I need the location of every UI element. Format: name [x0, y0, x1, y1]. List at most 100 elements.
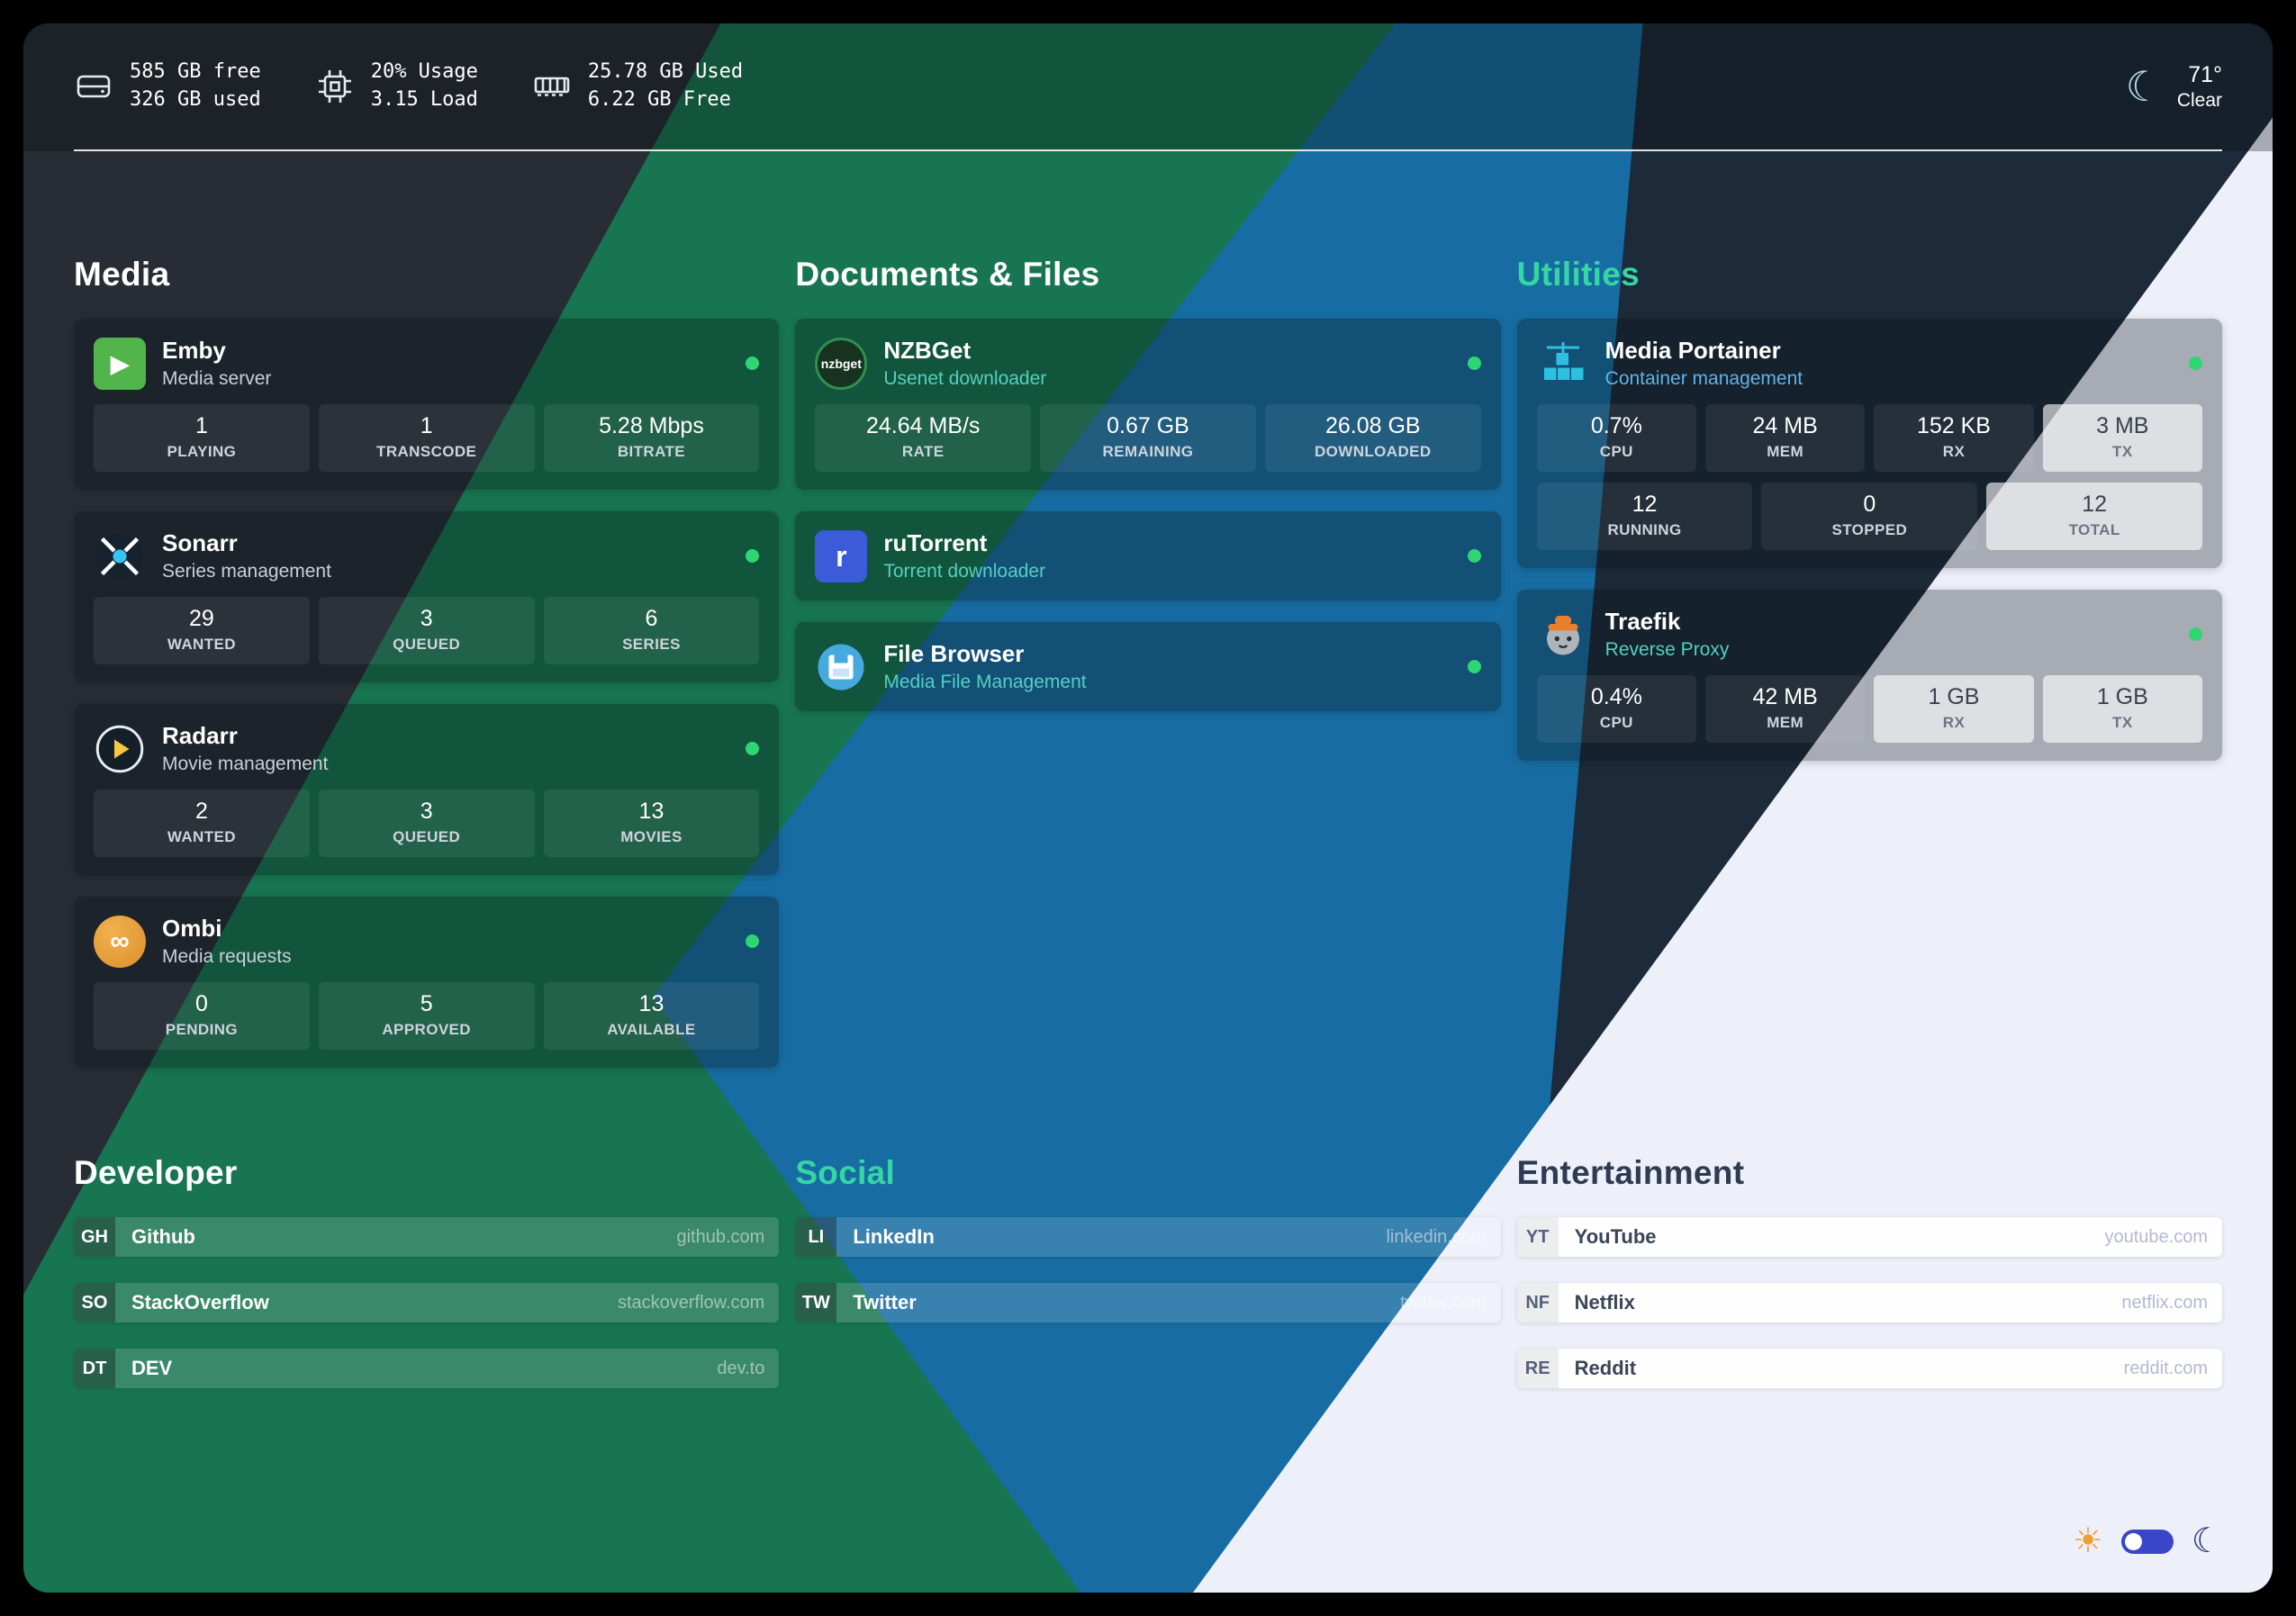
stat-label: TRANSCODE — [376, 443, 477, 460]
service-card-sonarr[interactable]: Sonarr Series management 29 WANTED — [74, 511, 780, 682]
link-name: StackOverflow — [131, 1291, 269, 1314]
link-domain: dev.to — [717, 1358, 765, 1378]
stat-value: 6 — [645, 606, 658, 631]
link-name: DEV — [131, 1357, 173, 1379]
stat-label: PENDING — [165, 1021, 239, 1038]
stat-downloaded: 26.08 GB DOWNLOADED — [1264, 404, 1481, 472]
stat-cpu: 0.7% CPU — [1536, 404, 1696, 472]
nzbget-icon: nzbget — [815, 337, 868, 390]
link-domain: netflix.com — [2121, 1292, 2208, 1313]
service-card-radarr[interactable]: Radarr Movie management 2 WANTED 3 — [74, 704, 780, 875]
disk-icon — [74, 67, 113, 106]
link-domain: youtube.com — [2104, 1226, 2208, 1247]
stat-label: STOPPED — [1831, 521, 1908, 538]
link-linkedin[interactable]: LI LinkedIn linkedin.com — [795, 1217, 1501, 1257]
service-title: ruTorrent — [883, 529, 988, 556]
link-domain: github.com — [676, 1226, 765, 1247]
sun-icon[interactable]: ☀ — [2072, 1522, 2103, 1560]
rutorrent-icon: r — [815, 529, 868, 582]
section-title-media: Media — [74, 256, 170, 293]
stat-value: 13 — [638, 991, 664, 1016]
link-netflix[interactable]: NF Netflix netflix.com — [1516, 1283, 2222, 1323]
stat-value: 13 — [638, 799, 664, 824]
emby-icon: ▶ — [94, 337, 146, 390]
stat-available: 13 AVAILABLE — [543, 982, 760, 1050]
status-dot — [1467, 357, 1481, 370]
service-subtitle: Media server — [162, 368, 272, 389]
stat-value: 26.08 GB — [1324, 413, 1421, 438]
link-domain: stackoverflow.com — [617, 1292, 765, 1313]
status-dot — [746, 934, 760, 948]
stat-value: 1 GB — [1928, 684, 1980, 709]
link-twitter[interactable]: TW Twitter twitter.com — [795, 1283, 1501, 1323]
twitter-icon: TW — [795, 1283, 837, 1323]
stat-value: 5.28 Mbps — [599, 413, 704, 438]
section-title-utilities: Utilities — [1516, 256, 1640, 293]
service-card-filebrowser[interactable]: File Browser Media File Management — [795, 622, 1501, 711]
memory-icon — [532, 67, 572, 106]
service-subtitle: Media requests — [162, 946, 292, 967]
dev-icon: DT — [74, 1349, 115, 1388]
link-domain: linkedin.com — [1386, 1226, 1487, 1247]
link-stackoverflow[interactable]: SO StackOverflow stackoverflow.com — [74, 1283, 780, 1323]
stat-value: 152 KB — [1916, 413, 1991, 438]
stackoverflow-icon: SO — [74, 1283, 115, 1323]
theme-toggle-switch[interactable] — [2120, 1529, 2174, 1554]
stat-label: MOVIES — [620, 828, 682, 845]
service-title: Sonarr — [162, 529, 238, 556]
stat-tx: 3 MB TX — [2042, 404, 2202, 472]
service-card-nzbget[interactable]: nzbget NZBGet Usenet downloader 24.64 MB… — [795, 319, 1501, 490]
memory-free-text: 6.22 GB Free — [587, 88, 731, 111]
link-reddit[interactable]: RE Reddit reddit.com — [1516, 1349, 2222, 1388]
stat-value: 0.4% — [1590, 684, 1642, 709]
stat-remaining: 0.67 GB REMAINING — [1040, 404, 1256, 472]
section-title-social: Social — [795, 1154, 896, 1191]
link-name: Twitter — [853, 1291, 917, 1314]
stat-value: 0 — [194, 991, 208, 1016]
stat-transcode: 1 TRANSCODE — [318, 404, 535, 472]
moon-icon[interactable]: ☾ — [2191, 1522, 2222, 1560]
stat-value: 29 — [188, 606, 214, 631]
stat-label: BITRATE — [617, 443, 686, 460]
stat-queued: 3 QUEUED — [318, 597, 535, 664]
stat-value: 12 — [1632, 492, 1658, 517]
stat-approved: 5 APPROVED — [318, 982, 535, 1050]
stat-label: TX — [2112, 714, 2133, 731]
link-github[interactable]: GH Github github.com — [74, 1217, 780, 1257]
service-card-rutorrent[interactable]: r ruTorrent Torrent downloader — [795, 511, 1501, 600]
service-title: Traefik — [1604, 608, 1681, 635]
link-youtube[interactable]: YT YouTube youtube.com — [1516, 1217, 2222, 1257]
stat-label: SERIES — [622, 636, 681, 653]
weather-temperature: 71° — [2188, 61, 2222, 87]
status-dot — [1467, 660, 1481, 673]
toggle-knob — [2124, 1532, 2142, 1550]
radarr-icon — [94, 723, 146, 775]
status-dot — [746, 357, 760, 370]
service-card-portainer[interactable]: Media Portainer Container management 0.7… — [1516, 319, 2222, 568]
stat-rate: 24.64 MB/s RATE — [815, 404, 1032, 472]
stat-rx: 1 GB RX — [1874, 675, 2034, 743]
service-subtitle: Torrent downloader — [883, 561, 1046, 582]
stat-value: 24.64 MB/s — [865, 413, 981, 438]
section-title-entertainment: Entertainment — [1516, 1154, 1745, 1191]
stat-label: TX — [2112, 443, 2133, 460]
stat-tx: 1 GB TX — [2042, 675, 2202, 743]
stat-value: 5 — [420, 991, 433, 1016]
stat-pending: 0 PENDING — [94, 982, 310, 1050]
github-icon: GH — [74, 1217, 115, 1257]
link-name: LinkedIn — [853, 1225, 935, 1248]
section-social: Social LI LinkedIn linkedin.com TW Twitt… — [795, 1089, 1501, 1414]
service-card-emby[interactable]: ▶ Emby Media server 1 PLAYING — [74, 319, 780, 490]
link-dev[interactable]: DT DEV dev.to — [74, 1349, 780, 1388]
service-card-traefik[interactable]: Traefik Reverse Proxy 0.4% CPU 42 M — [1516, 590, 2222, 761]
section-title-documents: Documents & Files — [795, 256, 1100, 293]
stat-movies: 13 MOVIES — [543, 790, 760, 857]
stat-cpu: 0.4% CPU — [1536, 675, 1696, 743]
stat-rx: 152 KB RX — [1874, 404, 2034, 472]
sonarr-icon — [94, 530, 146, 582]
stat-wanted: 2 WANTED — [94, 790, 310, 857]
section-developer: Developer GH Github github.com SO StackO… — [74, 1089, 780, 1414]
disk-stat: 585 GB free 326 GB used — [74, 59, 261, 114]
service-card-ombi[interactable]: ∞ Ombi Media requests 0 PENDING — [74, 897, 780, 1068]
stat-label: TOTAL — [2068, 521, 2120, 538]
